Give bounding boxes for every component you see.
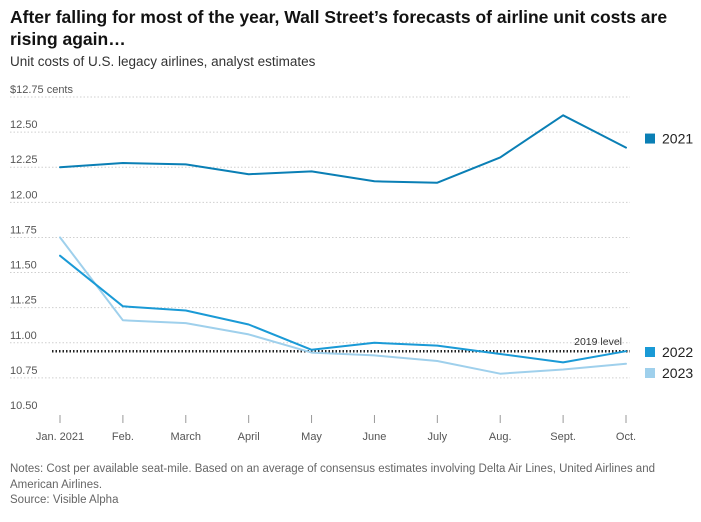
legend-label-2022: 2022 xyxy=(662,344,693,360)
x-tick-label: July xyxy=(428,431,448,443)
chart-notes: Notes: Cost per available seat-mile. Bas… xyxy=(10,463,655,491)
x-tick-label: Feb. xyxy=(112,431,134,443)
y-tick-label: 11.50 xyxy=(10,260,37,272)
y-tick-label: $12.75 cents xyxy=(10,84,73,96)
chart-title: After falling for most of the year, Wall… xyxy=(10,7,668,49)
x-tick-label: March xyxy=(170,431,201,443)
y-tick-label: 12.25 xyxy=(10,154,38,166)
x-tick-label: Jan. 2021 xyxy=(36,431,84,443)
chart-source: Source: Visible Alpha xyxy=(10,494,119,506)
legend-label-2023: 2023 xyxy=(662,365,693,381)
y-axis-tick-labels: 10.50 10.75 11.00 11.25 11.50 11.75 12.00 12.25… xyxy=(10,84,73,412)
x-tick-label: May xyxy=(301,431,322,443)
y-tick-label: 10.75 xyxy=(10,365,38,377)
y-tick-label: 11.75 xyxy=(10,224,37,236)
reference-line-label: 2019 level xyxy=(574,336,622,348)
legend-label-2021: 2021 xyxy=(662,131,693,147)
x-tick-label: Aug. xyxy=(489,431,512,443)
x-axis-tick-labels: Jan. 2021 Feb. March April May June July Aug. Se… xyxy=(36,415,636,443)
x-tick-label: April xyxy=(238,431,260,443)
line-chart: 10.50 10.75 11.00 11.25 11.50 11.75 12.00 12.25… xyxy=(10,84,693,443)
legend-swatch-2022 xyxy=(645,347,655,357)
legend-swatch-2023 xyxy=(645,368,655,378)
legend-swatch-2021 xyxy=(645,133,655,144)
legend: 2021 2022 2023 xyxy=(645,131,693,381)
series-line-2022 xyxy=(59,254,627,364)
reference-line-group: 2019 level xyxy=(52,336,630,353)
series-line-2023 xyxy=(59,236,627,375)
grid-lines xyxy=(10,96,630,379)
x-tick-label: Sept. xyxy=(550,431,576,443)
y-tick-label: 11.25 xyxy=(10,295,37,307)
y-tick-label: 10.50 xyxy=(10,400,38,412)
series-lines xyxy=(59,114,627,375)
y-tick-label: 11.00 xyxy=(10,330,37,342)
x-tick-label: Oct. xyxy=(616,431,636,443)
chart-subtitle: Unit costs of U.S. legacy airlines, anal… xyxy=(10,54,316,69)
y-tick-label: 12.50 xyxy=(10,119,38,131)
y-tick-label: 12.00 xyxy=(10,189,38,201)
series-line-2021 xyxy=(59,114,627,184)
x-tick-label: June xyxy=(363,431,387,443)
